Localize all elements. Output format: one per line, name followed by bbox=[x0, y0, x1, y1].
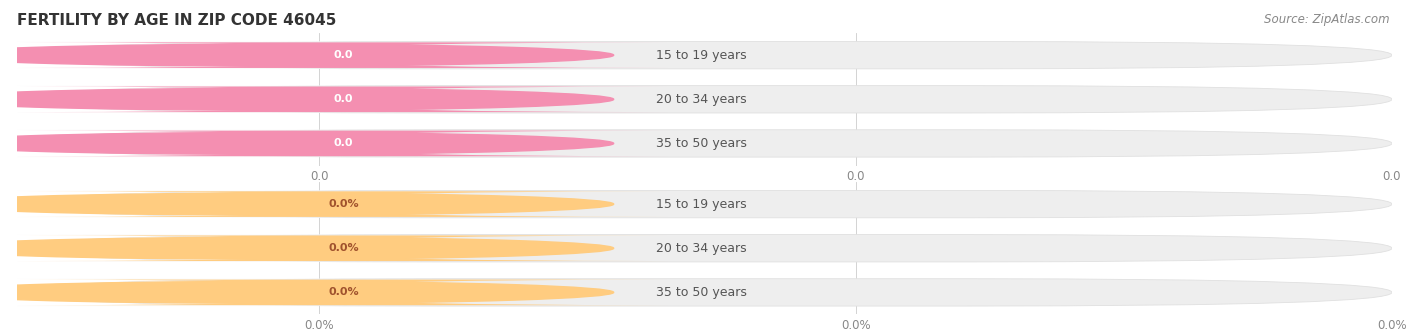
FancyBboxPatch shape bbox=[17, 41, 1392, 69]
FancyBboxPatch shape bbox=[17, 86, 1392, 113]
FancyBboxPatch shape bbox=[18, 191, 668, 217]
Text: 15 to 19 years: 15 to 19 years bbox=[657, 49, 747, 62]
FancyBboxPatch shape bbox=[18, 235, 668, 261]
FancyBboxPatch shape bbox=[0, 86, 443, 113]
Circle shape bbox=[0, 132, 613, 154]
FancyBboxPatch shape bbox=[18, 280, 668, 305]
Circle shape bbox=[0, 44, 613, 66]
FancyBboxPatch shape bbox=[0, 279, 443, 306]
Text: 0.0: 0.0 bbox=[333, 94, 353, 104]
FancyBboxPatch shape bbox=[0, 235, 443, 262]
Circle shape bbox=[0, 193, 613, 215]
Text: 0.0: 0.0 bbox=[333, 138, 353, 148]
FancyBboxPatch shape bbox=[17, 130, 1392, 157]
Text: 20 to 34 years: 20 to 34 years bbox=[657, 242, 747, 255]
Text: 15 to 19 years: 15 to 19 years bbox=[657, 198, 747, 211]
FancyBboxPatch shape bbox=[0, 41, 443, 69]
Text: 0.0%: 0.0% bbox=[328, 199, 359, 209]
Text: 35 to 50 years: 35 to 50 years bbox=[657, 286, 747, 299]
Text: 20 to 34 years: 20 to 34 years bbox=[657, 93, 747, 106]
Text: FERTILITY BY AGE IN ZIP CODE 46045: FERTILITY BY AGE IN ZIP CODE 46045 bbox=[17, 13, 336, 28]
Circle shape bbox=[0, 281, 613, 303]
Text: 0.0%: 0.0% bbox=[328, 287, 359, 297]
Text: 0.0: 0.0 bbox=[333, 50, 353, 60]
FancyBboxPatch shape bbox=[18, 42, 668, 68]
FancyBboxPatch shape bbox=[17, 279, 1392, 306]
FancyBboxPatch shape bbox=[18, 86, 668, 112]
Circle shape bbox=[0, 88, 613, 110]
FancyBboxPatch shape bbox=[17, 190, 1392, 218]
FancyBboxPatch shape bbox=[17, 235, 1392, 262]
Text: Source: ZipAtlas.com: Source: ZipAtlas.com bbox=[1264, 13, 1389, 26]
Text: 35 to 50 years: 35 to 50 years bbox=[657, 137, 747, 150]
FancyBboxPatch shape bbox=[0, 130, 443, 157]
Text: 0.0%: 0.0% bbox=[328, 243, 359, 253]
Circle shape bbox=[0, 237, 613, 259]
FancyBboxPatch shape bbox=[0, 190, 443, 218]
FancyBboxPatch shape bbox=[18, 131, 668, 156]
